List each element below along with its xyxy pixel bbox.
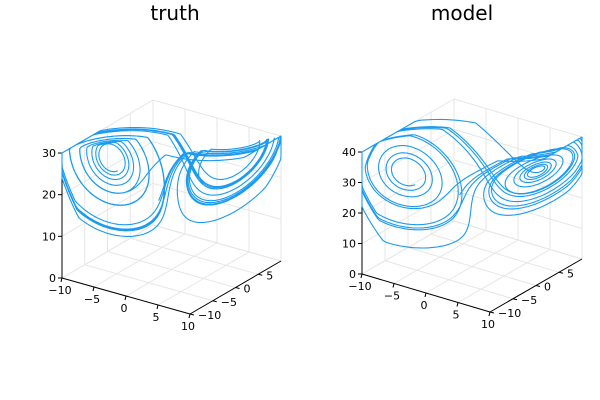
y-tick <box>558 271 564 274</box>
z-tick-label: 30 <box>42 147 56 160</box>
grid-line <box>361 129 455 183</box>
grid-line <box>152 224 282 262</box>
y-tick <box>258 273 263 276</box>
x-tick-label: −5 <box>384 290 400 303</box>
x-tick <box>424 292 427 298</box>
x-tick <box>188 313 191 319</box>
chart-title: model <box>431 1 493 25</box>
trajectory <box>361 118 583 249</box>
grid-line <box>61 141 154 196</box>
grid-line <box>453 98 583 138</box>
x-tick-label: 10 <box>481 318 495 331</box>
y-tick-label: 0 <box>544 281 551 294</box>
grid-line <box>430 233 560 273</box>
z-tick-label: 40 <box>342 146 356 159</box>
y-tick-label: 5 <box>266 269 273 282</box>
series-line <box>361 118 583 249</box>
x-tick-label: 0 <box>121 302 128 315</box>
x-tick <box>92 286 95 292</box>
grid-line <box>407 247 537 286</box>
grid-line <box>152 141 282 179</box>
trajectory <box>61 126 282 237</box>
chart-title: truth <box>150 1 199 25</box>
grid-line <box>453 129 583 168</box>
x-tick <box>360 273 363 279</box>
z-tick-label: 30 <box>342 177 356 190</box>
x-tick <box>156 304 159 310</box>
grid-line <box>453 190 583 229</box>
y-tick <box>489 311 495 314</box>
z-tick-label: 20 <box>42 189 56 202</box>
z-tick-label: 0 <box>49 272 56 285</box>
x-tick-label: 10 <box>181 320 195 333</box>
grid-line <box>361 190 455 244</box>
grid-line <box>107 251 236 288</box>
x-tick-label: 5 <box>153 311 160 324</box>
series-line <box>61 126 282 237</box>
x-tick <box>124 295 127 301</box>
z-tick-label: 10 <box>42 230 56 243</box>
y-tick <box>512 298 518 301</box>
grid-line <box>61 182 154 237</box>
x-tick-label: −5 <box>84 293 100 306</box>
y-tick-label: −5 <box>521 294 537 307</box>
grid-line <box>152 99 282 137</box>
z-tick-label: 20 <box>342 207 356 220</box>
y-tick-label: −10 <box>198 309 221 322</box>
x-tick <box>392 283 395 288</box>
y-tick <box>212 300 217 303</box>
y-tick <box>189 313 195 316</box>
x-tick-label: 5 <box>453 309 460 322</box>
z-tick-label: 0 <box>349 268 356 281</box>
x-tick <box>60 277 63 283</box>
grid-line <box>384 260 514 300</box>
x-tick <box>488 311 491 317</box>
grid-line <box>130 237 259 275</box>
y-tick-label: −10 <box>498 307 521 320</box>
y-tick <box>235 287 240 289</box>
y-tick-label: −5 <box>221 296 237 309</box>
x-tick-label: 0 <box>421 299 428 312</box>
grid-line <box>61 224 154 279</box>
grid-line <box>84 264 213 302</box>
y-tick-label: 5 <box>567 267 574 280</box>
y-tick <box>535 285 541 287</box>
y-tick-label: 0 <box>244 283 251 296</box>
x-tick <box>456 302 459 307</box>
grid-line <box>453 159 583 199</box>
z-tick-label: 10 <box>342 238 356 251</box>
grid-line <box>453 220 583 260</box>
x-tick-label: −10 <box>48 284 71 297</box>
x-tick-label: −10 <box>348 280 371 293</box>
